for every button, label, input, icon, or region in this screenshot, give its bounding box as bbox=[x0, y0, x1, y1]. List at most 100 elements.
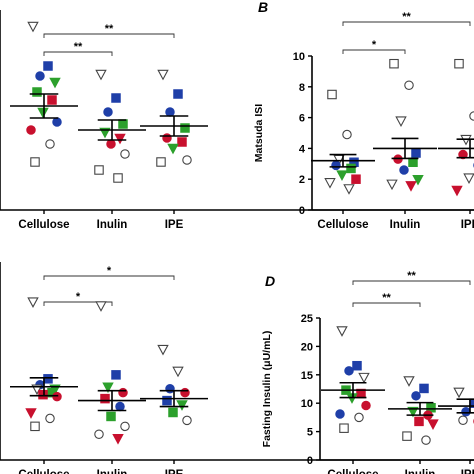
data-point bbox=[412, 174, 424, 186]
significance-label: ** bbox=[382, 292, 391, 304]
data-point bbox=[180, 387, 190, 398]
data-point bbox=[419, 383, 429, 394]
data-point bbox=[102, 382, 114, 394]
panel-D: 0 5 10 15 20 25 Fasting Insulin (μU/mL) Cellulo… bbox=[261, 270, 474, 474]
panel-A: Cellulose Inulin IPE ** ** bbox=[0, 10, 474, 231]
y-tick-label: 25 bbox=[301, 313, 313, 325]
data-point bbox=[351, 174, 361, 184]
data-point bbox=[344, 366, 354, 376]
data-point bbox=[95, 69, 107, 81]
data-point bbox=[111, 93, 121, 103]
x-tick-label: IPE bbox=[165, 219, 184, 231]
significance-bracket bbox=[43, 301, 113, 306]
significance-label: ** bbox=[402, 11, 411, 23]
significance-label: ** bbox=[74, 41, 83, 53]
data-point bbox=[120, 421, 130, 432]
data-point bbox=[111, 370, 121, 380]
data-point bbox=[386, 179, 398, 191]
y-tick-label: 15 bbox=[301, 370, 313, 382]
data-point bbox=[454, 58, 464, 69]
data-point bbox=[45, 139, 55, 149]
data-point bbox=[421, 435, 431, 445]
data-point bbox=[352, 360, 362, 371]
data-point bbox=[52, 391, 62, 402]
data-point bbox=[25, 408, 37, 419]
data-point bbox=[399, 165, 409, 175]
data-point bbox=[103, 107, 113, 117]
x-tick-label: Inulin bbox=[97, 219, 128, 231]
significance-label: * bbox=[76, 291, 81, 303]
data-point bbox=[451, 185, 463, 197]
significance-bracket bbox=[43, 275, 175, 280]
data-point bbox=[405, 181, 417, 192]
data-point bbox=[30, 421, 40, 432]
data-point bbox=[106, 139, 116, 149]
significance-bracket bbox=[43, 51, 113, 56]
x-tick-label: Cellulose bbox=[327, 469, 378, 474]
data-point bbox=[52, 117, 62, 127]
significance-bracket bbox=[43, 33, 175, 38]
data-point bbox=[49, 77, 61, 89]
data-point bbox=[463, 173, 474, 185]
significance-bracket bbox=[352, 280, 471, 285]
data-point bbox=[403, 376, 415, 387]
data-point bbox=[427, 419, 439, 431]
data-point bbox=[346, 163, 356, 174]
data-point bbox=[361, 400, 371, 411]
data-point bbox=[354, 412, 364, 423]
data-point bbox=[156, 157, 166, 167]
data-point bbox=[414, 416, 424, 427]
y-tick-label: 0 bbox=[299, 205, 305, 217]
data-point bbox=[43, 61, 53, 71]
x-tick-label: IPE bbox=[165, 469, 184, 474]
data-point bbox=[411, 148, 421, 158]
data-point bbox=[176, 400, 188, 411]
data-point bbox=[43, 374, 53, 384]
data-point bbox=[453, 387, 465, 399]
significance-bracket bbox=[342, 21, 471, 26]
panel-C: Cellulose Inulin IPE ** bbox=[0, 262, 474, 474]
panel-letter: D bbox=[265, 273, 275, 289]
data-point bbox=[461, 406, 471, 417]
data-point bbox=[47, 95, 57, 105]
data-point bbox=[335, 409, 345, 419]
data-point bbox=[168, 407, 178, 418]
y-tick-label: 4 bbox=[299, 143, 306, 155]
data-point bbox=[336, 170, 348, 181]
x-tick-label: IPE bbox=[461, 219, 474, 231]
data-point bbox=[118, 387, 128, 398]
data-point bbox=[118, 119, 128, 129]
x-tick-label: IPE bbox=[461, 469, 474, 474]
y-tick-label: 5 bbox=[307, 427, 313, 439]
data-point bbox=[115, 401, 125, 412]
data-point bbox=[32, 87, 42, 97]
data-point bbox=[27, 21, 39, 33]
data-point bbox=[26, 125, 36, 135]
data-point bbox=[336, 326, 348, 337]
data-point bbox=[411, 391, 421, 401]
y-tick-label: 10 bbox=[293, 51, 305, 63]
data-point bbox=[30, 157, 40, 167]
data-point bbox=[402, 431, 412, 441]
data-point bbox=[165, 107, 175, 117]
data-point bbox=[182, 155, 192, 165]
data-point bbox=[114, 133, 126, 145]
data-point bbox=[180, 123, 190, 133]
x-tick-label: Cellulose bbox=[317, 219, 368, 231]
data-point bbox=[324, 178, 336, 189]
data-point bbox=[408, 157, 418, 168]
significance-label: * bbox=[372, 39, 377, 51]
data-point bbox=[38, 389, 48, 400]
data-point bbox=[162, 395, 172, 406]
y-axis-label: Fasting Insulin (μU/mL) bbox=[261, 331, 273, 448]
data-point bbox=[120, 149, 130, 159]
data-point bbox=[331, 160, 341, 171]
x-tick-label: Inulin bbox=[405, 469, 436, 474]
significance-bracket bbox=[352, 302, 421, 307]
y-tick-label: 8 bbox=[299, 82, 305, 94]
significance-label: ** bbox=[105, 23, 114, 35]
data-point bbox=[458, 149, 468, 160]
data-point bbox=[35, 71, 45, 81]
